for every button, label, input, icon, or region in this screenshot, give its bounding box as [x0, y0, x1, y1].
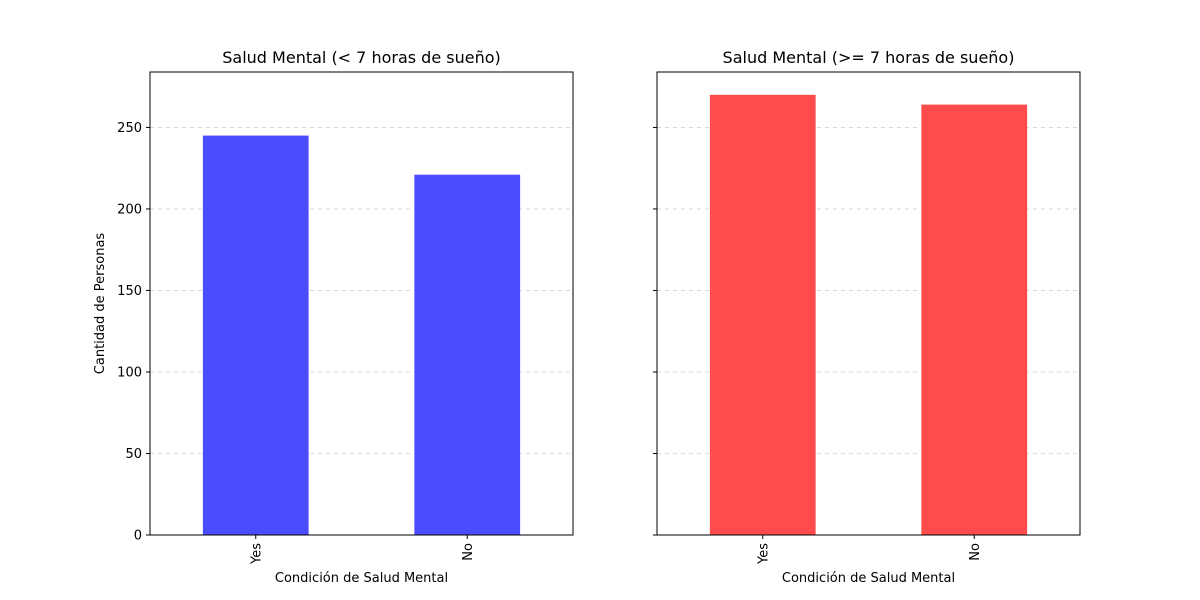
left-bar-yes	[202, 135, 309, 535]
left-y-tick-label: 50	[125, 447, 142, 462]
left-x-tick-label-yes: Yes	[249, 543, 264, 565]
left-y-tick-label: 0	[134, 529, 142, 544]
left-x-tick-label-no: No	[461, 543, 476, 561]
right-chart-panel: Yes No Salud Mental (>= 7 horas de sueño) C…	[653, 48, 1081, 586]
left-y-tick-label: 150	[117, 284, 142, 299]
left-y-tick-label: 100	[117, 365, 142, 380]
left-chart-title: Salud Mental (< 7 horas de sueño)	[222, 48, 501, 67]
left-y-tick-label: 200	[117, 202, 142, 217]
left-bar-no	[414, 174, 521, 535]
right-x-axis-label: Condición de Salud Mental	[782, 571, 955, 586]
right-bar-no	[921, 104, 1028, 535]
right-x-tick-label-no: No	[968, 543, 983, 561]
left-axes-frame	[149, 71, 574, 536]
right-axes-frame	[656, 71, 1081, 536]
left-y-tick-label: 250	[117, 121, 142, 136]
left-y-axis-label: Cantidad de Personas	[93, 233, 108, 375]
left-chart-panel: 0 50 100 150 200 250 Yes No Salud Mental (< 7 ho…	[93, 48, 574, 586]
right-x-tick-label-yes: Yes	[756, 543, 771, 565]
right-chart-title: Salud Mental (>= 7 horas de sueño)	[723, 48, 1015, 67]
left-x-axis-label: Condición de Salud Mental	[275, 571, 448, 586]
right-bar-yes	[709, 94, 816, 535]
